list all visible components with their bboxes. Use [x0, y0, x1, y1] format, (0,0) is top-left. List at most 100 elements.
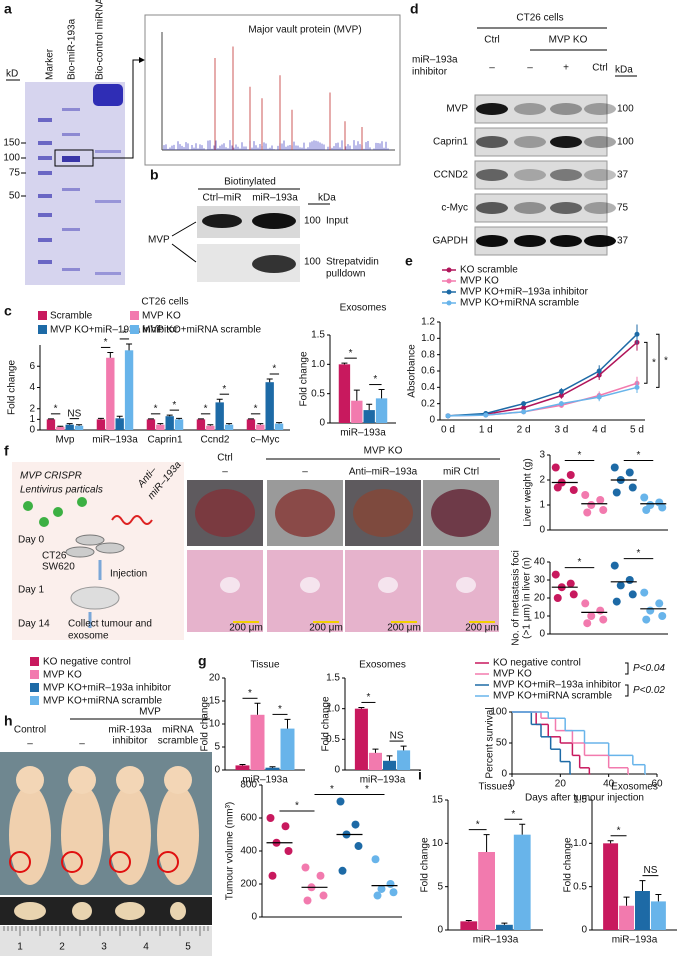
band — [476, 202, 508, 214]
significance-label: * — [652, 357, 656, 368]
point — [377, 884, 386, 893]
panel-label: a — [4, 1, 12, 17]
tumour-circle — [9, 851, 31, 873]
point — [338, 866, 347, 875]
point — [640, 493, 649, 502]
bar — [174, 419, 184, 430]
band — [476, 136, 508, 148]
significance-label: * — [272, 364, 276, 375]
tumour — [72, 902, 92, 920]
y-tick-label: 1.5 — [311, 330, 325, 341]
legend-label: MVP KO — [460, 276, 499, 287]
error-bar — [269, 766, 276, 768]
condition-label: inhibitor — [112, 736, 148, 747]
error-bar — [66, 423, 73, 425]
y-tick-label: 30 — [534, 575, 546, 586]
error-bar — [207, 424, 214, 426]
band — [584, 169, 616, 181]
point — [351, 820, 360, 829]
band — [476, 235, 508, 247]
y-tick-label: 1.5 — [573, 795, 587, 806]
y-tick-label: 1.0 — [326, 703, 340, 714]
significance-label: * — [366, 692, 370, 703]
tumour-circle — [61, 851, 83, 873]
y-tick-label: 15 — [209, 696, 221, 707]
error-bar — [378, 389, 385, 399]
significance-label: * — [476, 819, 480, 830]
band — [62, 133, 80, 136]
ruler-label: 2 — [59, 942, 65, 953]
point — [616, 581, 625, 590]
point — [371, 855, 380, 864]
condition-label: miR-193a — [108, 725, 152, 736]
ruler — [0, 926, 212, 956]
group-label: MVP — [139, 707, 161, 718]
chart-title: Tissue — [250, 660, 280, 671]
arrow — [171, 243, 197, 263]
error-bar — [257, 423, 264, 425]
point — [389, 888, 398, 897]
bar — [106, 357, 115, 430]
error-bar — [76, 424, 83, 426]
y-tick-label: 20 — [209, 673, 221, 684]
size-label: 100 — [304, 216, 321, 227]
error-bar — [166, 414, 173, 417]
group-label: MVP KO — [364, 446, 403, 457]
significance-label: * — [349, 348, 353, 359]
treatment-label: miR–193a — [412, 55, 458, 66]
significance-label: * — [637, 450, 641, 461]
scale-label: 200 μm — [309, 623, 343, 634]
y-axis-label: Percent survival — [485, 707, 496, 778]
y-tick-label: 50 — [496, 738, 508, 749]
y-tick-label: 0 — [214, 765, 220, 776]
y-tick-label: 1.0 — [421, 333, 435, 344]
error-bar — [386, 755, 393, 761]
y-tick-label: 3 — [539, 450, 545, 461]
error-bar — [655, 893, 662, 902]
point — [610, 463, 619, 472]
group-label: Ctrl — [484, 35, 500, 46]
panel-label: f — [4, 443, 9, 459]
error-bar — [126, 343, 133, 351]
bar — [635, 891, 650, 930]
row-label: GAPDH — [432, 236, 468, 247]
x-tick-label: 60 — [651, 779, 663, 790]
x-tick-label: 20 — [555, 779, 567, 790]
point — [569, 590, 578, 599]
mouse-head — [116, 766, 144, 794]
x-tick-label: 5 d — [630, 425, 644, 436]
band — [550, 202, 582, 214]
band — [62, 188, 80, 191]
point — [658, 612, 667, 620]
y-tick-label: 0.5 — [573, 881, 587, 892]
vessel — [456, 577, 476, 593]
arrow-head — [139, 57, 145, 63]
significance-label: * — [664, 355, 668, 366]
error-bar — [47, 418, 54, 420]
panel-label: e — [405, 253, 413, 269]
condition-label: – — [27, 739, 33, 750]
lane-label: Bio-control miRNA — [95, 0, 106, 80]
significance-label: NS — [643, 865, 657, 876]
size-label: 100 — [617, 104, 634, 115]
x-tick-label: miR–193a — [473, 935, 519, 946]
point — [612, 488, 621, 497]
step-label: exosome — [68, 631, 109, 642]
point — [336, 797, 345, 806]
virus-label: Lentivirus particals — [20, 485, 103, 496]
marker-label: 50 — [9, 191, 21, 202]
band — [95, 272, 121, 275]
band — [252, 255, 296, 273]
legend-label: KO negative control — [493, 658, 581, 669]
band — [38, 213, 52, 217]
legend-label: MVP KO+miR–193a inhibitor — [50, 325, 179, 336]
y-tick-label: 800 — [240, 780, 257, 791]
significance-label: NS — [67, 408, 81, 419]
significance-bracket — [644, 341, 648, 384]
y-tick-label: 5 — [437, 881, 443, 892]
bar — [250, 714, 265, 770]
tumour — [14, 902, 46, 920]
band — [62, 268, 80, 271]
condition-label: – — [79, 739, 85, 750]
day-label: Day 0 — [18, 535, 45, 546]
